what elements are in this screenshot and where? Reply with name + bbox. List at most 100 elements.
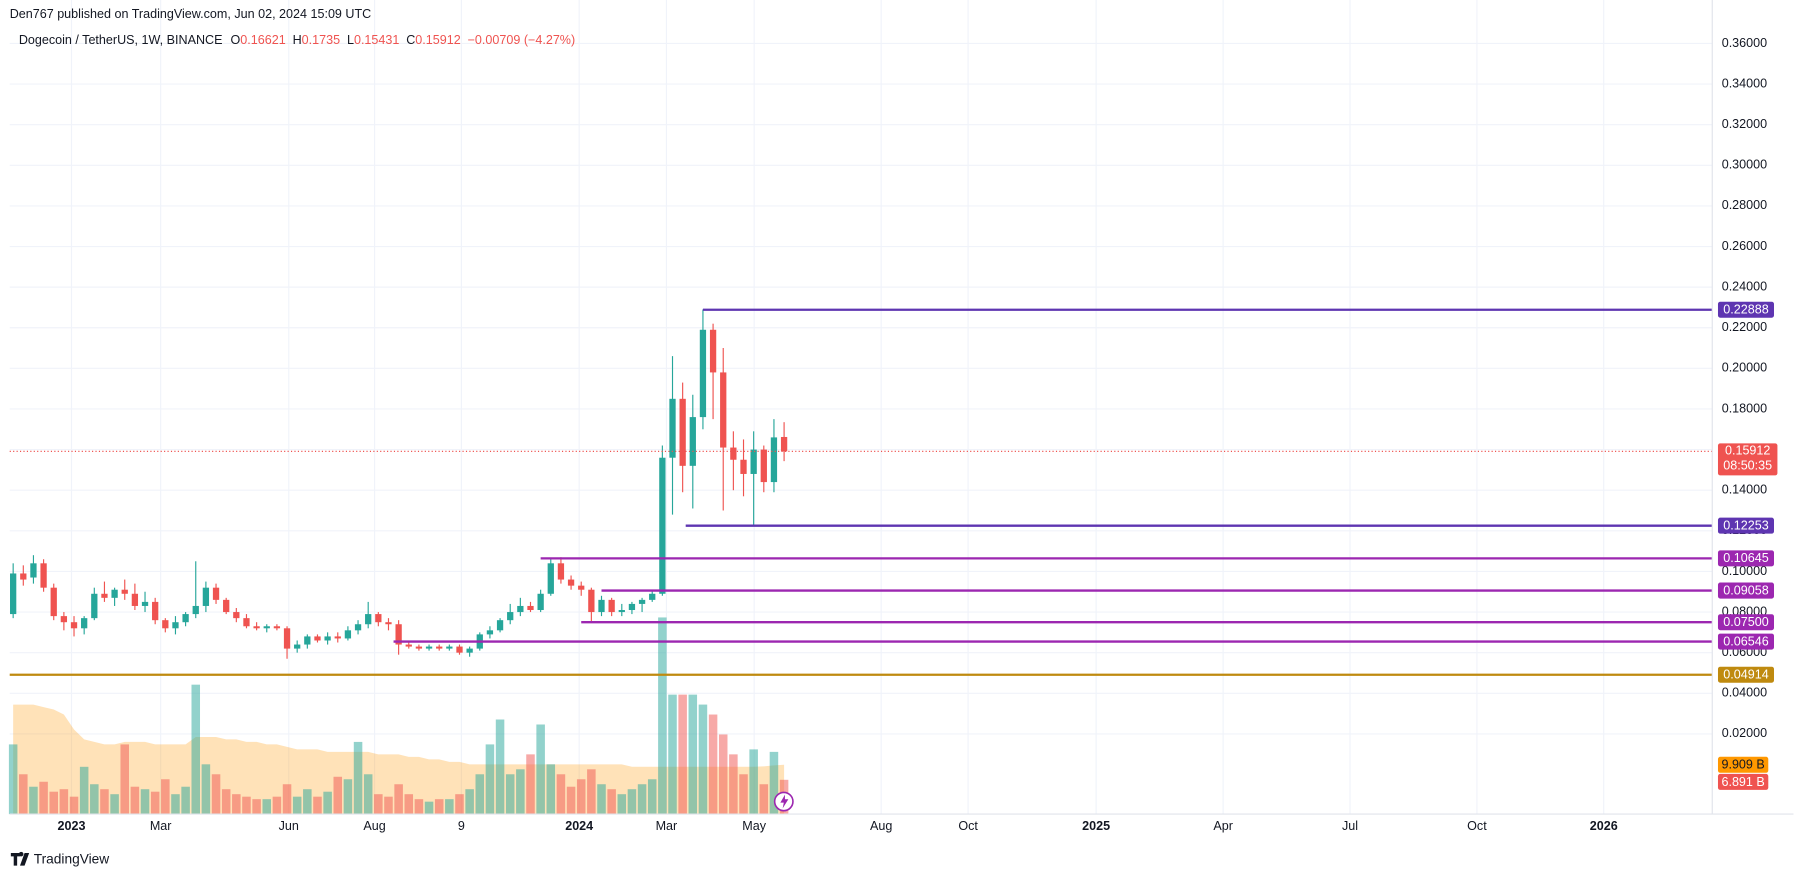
- volume-bar: [668, 694, 677, 815]
- candle-body: [141, 601, 149, 606]
- volume-bar: [282, 784, 292, 815]
- y-tick-label: 0.22000: [1722, 320, 1767, 334]
- candle-body: [699, 329, 707, 418]
- volume-tag: [1717, 773, 1769, 790]
- volume-bar: [161, 779, 170, 815]
- volume-bar: [140, 789, 150, 815]
- candle-body: [385, 622, 392, 625]
- volume-pane: [8, 617, 789, 815]
- candle-body: [324, 636, 331, 641]
- volume-bar: [333, 776, 343, 815]
- candle-body: [365, 614, 372, 625]
- volume-bar: [374, 794, 383, 815]
- candle-body: [578, 585, 585, 590]
- y-tick-label: 0.02000: [1722, 726, 1767, 740]
- ohlc-value: 0.1735: [302, 33, 340, 47]
- candle-body: [709, 329, 717, 373]
- volume-bar: [171, 794, 180, 815]
- volume-bar: [150, 791, 160, 815]
- volume-bar: [191, 684, 201, 815]
- volume-bar: [232, 794, 241, 815]
- candle-body: [344, 630, 352, 639]
- level-label: 0.10645: [1723, 551, 1768, 565]
- volume-bar: [698, 704, 708, 815]
- level-tag: [1717, 614, 1774, 631]
- candle-body: [608, 599, 615, 613]
- candles: [10, 309, 788, 659]
- candle-body: [192, 605, 199, 615]
- volume-bar: [353, 741, 363, 815]
- volume-bar: [29, 786, 38, 815]
- x-tick-label: 9: [458, 819, 465, 833]
- x-tick-label: 2024: [565, 819, 593, 833]
- candle-body: [233, 612, 240, 619]
- level-tag: [1717, 633, 1774, 650]
- ohlc-letter: L: [347, 33, 354, 47]
- candle-body: [689, 417, 696, 466]
- ohlc-value: 0.16621: [240, 33, 285, 47]
- volume-bar: [617, 794, 627, 815]
- level-tag: [1717, 666, 1774, 683]
- change-label: −0.00709 (−4.27%): [468, 33, 576, 47]
- candle-body: [263, 626, 270, 629]
- y-tick-label: 0.18000: [1722, 401, 1767, 415]
- volume-bar: [749, 749, 758, 815]
- volume-bar: [607, 789, 616, 815]
- x-tick-label: Aug: [363, 819, 385, 833]
- candle-body: [496, 620, 504, 631]
- volume-bar: [130, 786, 140, 815]
- volume-bar: [739, 774, 748, 815]
- x-tick-label: Mar: [656, 819, 678, 833]
- publisher: Den767 published on TradingView.com, Jun…: [10, 7, 372, 21]
- volume-bar: [434, 799, 444, 815]
- candle-body: [354, 624, 362, 631]
- candle-body: [10, 573, 17, 615]
- volume-bar: [637, 784, 647, 815]
- candle-body: [334, 636, 341, 639]
- candle-body: [60, 616, 68, 623]
- candle-body: [283, 628, 291, 649]
- ohlc-value: 0.15431: [354, 33, 399, 47]
- ohlc-value: 0.15912: [415, 33, 460, 47]
- volume-bar: [414, 799, 424, 815]
- volume-bar: [424, 801, 434, 815]
- x-tick-label: May: [742, 819, 766, 833]
- volume-bar: [587, 769, 596, 815]
- volume-bar: [556, 774, 566, 815]
- level-label: 0.12253: [1723, 519, 1768, 533]
- level-label: 0.09058: [1723, 583, 1768, 597]
- x-tick-label: Mar: [150, 819, 172, 833]
- candle-body: [486, 630, 494, 635]
- volume-bar: [384, 796, 393, 815]
- candle-body: [243, 618, 250, 627]
- candle-body: [659, 457, 666, 594]
- level-tag: [1717, 550, 1774, 567]
- ohlc-letter: H: [293, 33, 302, 47]
- candle-body: [638, 599, 646, 604]
- candle-body: [20, 573, 27, 580]
- brand: TradingView: [34, 851, 110, 866]
- candle-body: [304, 636, 311, 645]
- axes: 0.36000 0.34000 0.32000 0.30000 0.28000 0.260…: [58, 36, 1768, 833]
- x-tick-label: Aug: [870, 819, 892, 833]
- volume-bar: [597, 784, 606, 815]
- candle-body: [557, 563, 565, 580]
- candle-body: [253, 626, 260, 629]
- volume-bar: [729, 754, 738, 815]
- legend: Dogecoin / TetherUS, 1W, BINANCE O0.16621…: [19, 33, 575, 47]
- volume-bar: [69, 796, 79, 815]
- candle-body: [456, 646, 463, 653]
- candle-body: [212, 587, 220, 600]
- level-tag: [1717, 301, 1774, 318]
- y-tick-label: 0.24000: [1722, 279, 1767, 293]
- x-tick-label: Jul: [1342, 819, 1358, 833]
- y-tick-label: 0.10000: [1722, 564, 1767, 578]
- y-tick-label: 0.04000: [1722, 686, 1767, 700]
- volume-bar: [292, 796, 302, 815]
- levels: [9, 308, 1713, 676]
- volume-bar: [303, 789, 312, 815]
- volume-bar: [110, 794, 119, 815]
- volume-bar: [647, 779, 657, 815]
- volume-bar: [576, 779, 586, 815]
